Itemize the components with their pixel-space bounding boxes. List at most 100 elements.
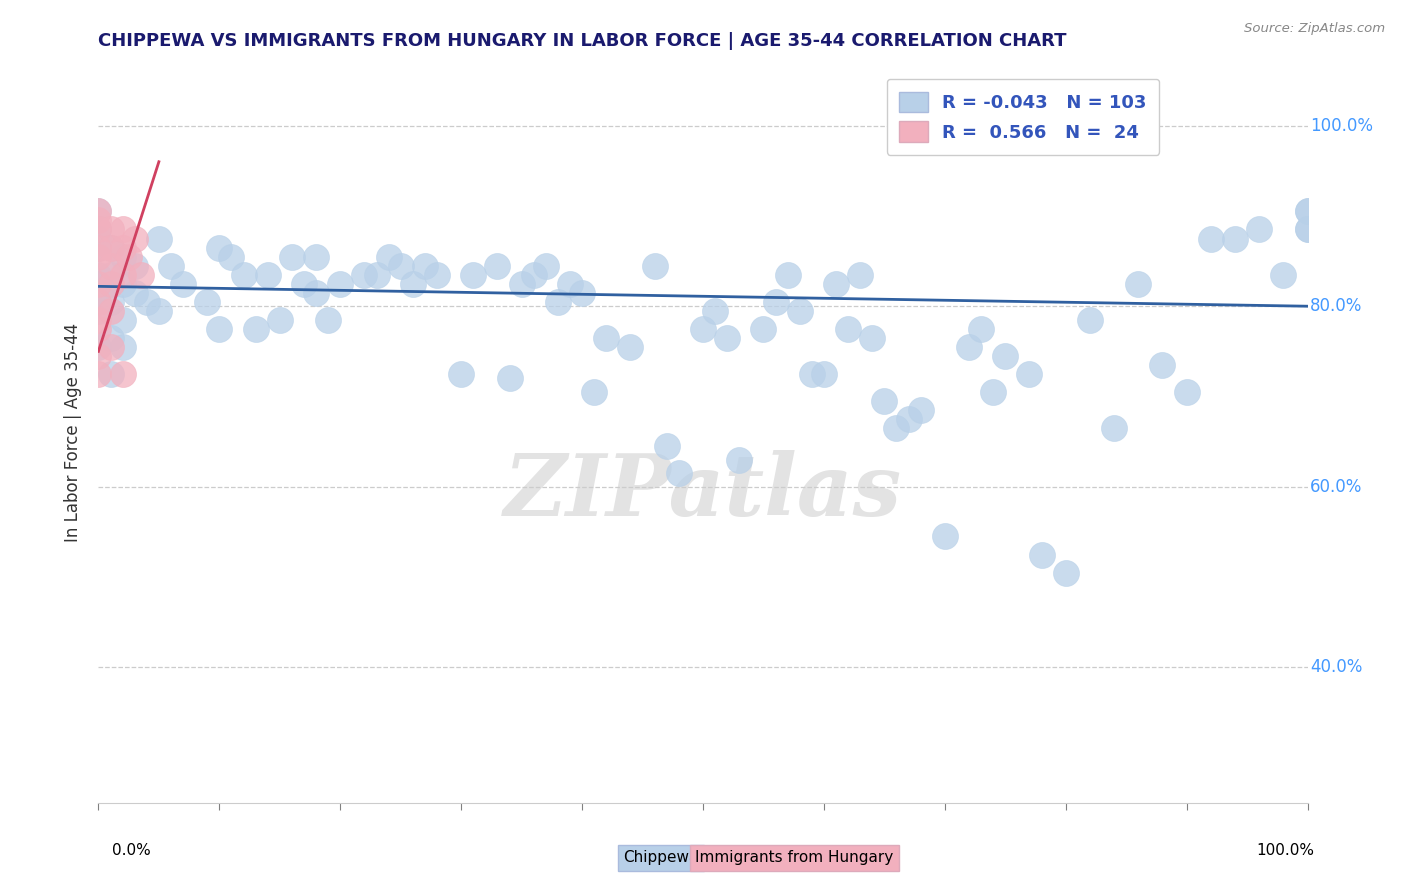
Point: [87, 349, 110, 363]
Point: [148, 231, 170, 245]
Point: [172, 277, 194, 291]
Point: [547, 294, 569, 309]
Point: [934, 529, 956, 543]
Point: [124, 259, 146, 273]
Point: [716, 331, 738, 345]
Point: [523, 268, 546, 282]
Point: [100, 367, 122, 381]
Point: [111, 240, 134, 255]
Text: Source: ZipAtlas.com: Source: ZipAtlas.com: [1244, 22, 1385, 36]
Text: ZIPatlas: ZIPatlas: [503, 450, 903, 533]
Point: [1018, 367, 1040, 381]
Point: [1223, 231, 1246, 245]
Text: 40.0%: 40.0%: [1310, 658, 1362, 676]
Point: [111, 340, 134, 354]
Point: [111, 222, 134, 236]
Point: [87, 240, 110, 255]
Text: Immigrants from Hungary: Immigrants from Hungary: [695, 850, 894, 865]
Point: [837, 322, 859, 336]
Point: [87, 277, 110, 291]
Point: [1078, 312, 1101, 326]
Point: [111, 367, 134, 381]
Point: [994, 349, 1017, 363]
Point: [208, 322, 231, 336]
Point: [87, 240, 110, 255]
Y-axis label: In Labor Force | Age 35-44: In Labor Force | Age 35-44: [65, 323, 83, 542]
Point: [100, 340, 122, 354]
Point: [668, 467, 690, 481]
Point: [100, 277, 122, 291]
Point: [87, 213, 110, 227]
Point: [87, 303, 110, 318]
Point: [970, 322, 993, 336]
Point: [87, 367, 110, 381]
Point: [558, 277, 581, 291]
Point: [87, 204, 110, 219]
Point: [292, 277, 315, 291]
Point: [87, 312, 110, 326]
Point: [534, 259, 557, 273]
Point: [111, 277, 134, 291]
Point: [910, 403, 932, 417]
Point: [87, 222, 110, 236]
Point: [1296, 222, 1319, 236]
Point: [87, 294, 110, 309]
Point: [583, 384, 606, 399]
Point: [118, 250, 141, 264]
Text: 100.0%: 100.0%: [1257, 843, 1315, 858]
Point: [124, 285, 146, 300]
Legend: R = -0.043   N = 103, R =  0.566   N =  24: R = -0.043 N = 103, R = 0.566 N = 24: [887, 78, 1160, 155]
Text: CHIPPEWA VS IMMIGRANTS FROM HUNGARY IN LABOR FORCE | AGE 35-44 CORRELATION CHART: CHIPPEWA VS IMMIGRANTS FROM HUNGARY IN L…: [98, 32, 1067, 50]
Text: 80.0%: 80.0%: [1310, 297, 1362, 315]
Point: [1296, 204, 1319, 219]
Point: [129, 268, 152, 282]
Point: [100, 240, 122, 255]
Point: [245, 322, 267, 336]
Point: [463, 268, 485, 282]
Point: [87, 250, 110, 264]
Point: [789, 303, 811, 318]
Point: [498, 371, 520, 385]
Point: [825, 277, 848, 291]
Point: [402, 277, 425, 291]
Point: [87, 322, 110, 336]
Point: [87, 294, 110, 309]
Point: [208, 240, 231, 255]
Point: [87, 340, 110, 354]
Point: [111, 250, 134, 264]
Point: [111, 268, 134, 282]
Point: [87, 231, 110, 245]
Point: [111, 312, 134, 326]
Point: [692, 322, 714, 336]
Point: [595, 331, 617, 345]
Point: [366, 268, 388, 282]
Point: [413, 259, 436, 273]
Point: [221, 250, 243, 264]
Text: 100.0%: 100.0%: [1310, 117, 1374, 135]
Point: [232, 268, 254, 282]
Point: [1102, 421, 1125, 435]
Point: [813, 367, 835, 381]
Text: 0.0%: 0.0%: [112, 843, 152, 858]
Point: [100, 303, 122, 318]
Point: [765, 294, 787, 309]
Point: [1296, 204, 1319, 219]
Point: [897, 412, 920, 426]
Point: [100, 277, 122, 291]
Point: [1272, 268, 1295, 282]
Point: [135, 294, 157, 309]
Point: [957, 340, 980, 354]
Point: [100, 222, 122, 236]
Point: [87, 222, 110, 236]
Point: [450, 367, 472, 381]
Point: [1031, 548, 1053, 562]
Point: [644, 259, 666, 273]
Point: [256, 268, 278, 282]
Point: [728, 452, 751, 467]
Point: [148, 303, 170, 318]
Point: [752, 322, 775, 336]
Point: [486, 259, 509, 273]
Point: [849, 268, 872, 282]
Point: [195, 294, 218, 309]
Point: [100, 259, 122, 273]
